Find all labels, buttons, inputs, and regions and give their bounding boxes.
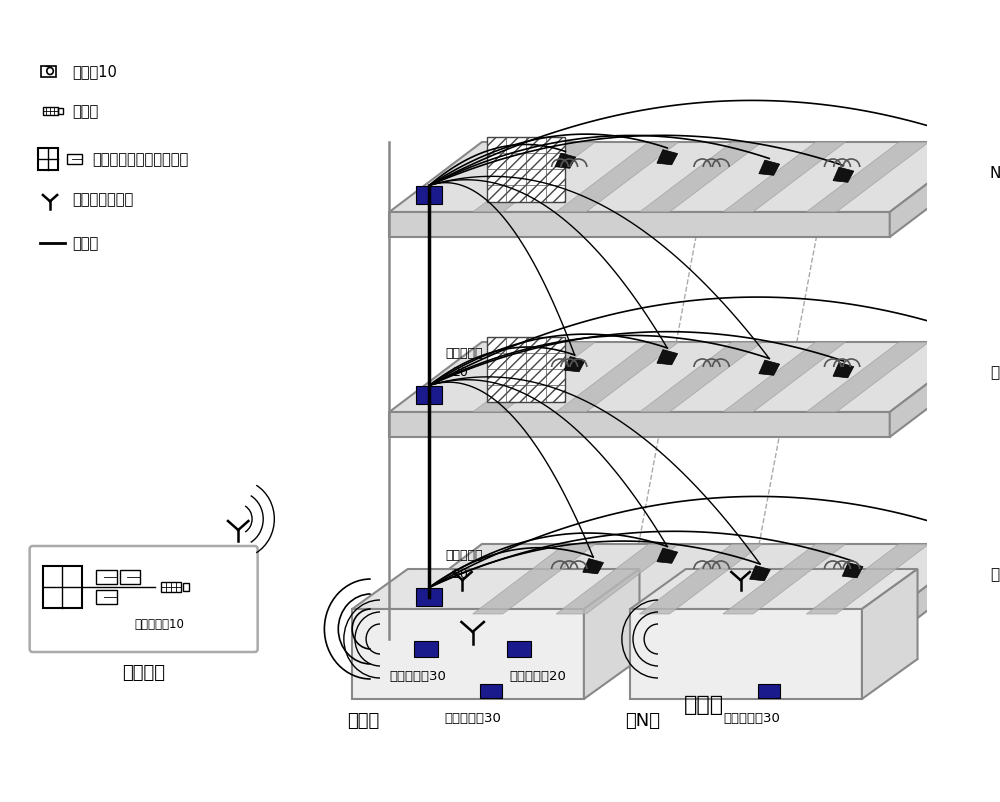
Polygon shape	[806, 545, 929, 614]
Polygon shape	[389, 342, 982, 412]
Text: 数据线: 数据线	[72, 237, 99, 251]
Polygon shape	[657, 350, 678, 366]
Polygon shape	[862, 569, 918, 699]
Polygon shape	[389, 614, 890, 639]
Polygon shape	[389, 545, 982, 614]
Polygon shape	[750, 566, 770, 581]
Text: 第N座: 第N座	[626, 711, 661, 729]
Text: 交换机: 交换机	[72, 104, 99, 119]
Polygon shape	[556, 342, 679, 412]
Polygon shape	[555, 154, 576, 169]
Polygon shape	[723, 143, 846, 213]
Polygon shape	[723, 545, 846, 614]
Polygon shape	[556, 545, 679, 614]
FancyBboxPatch shape	[30, 546, 258, 652]
Polygon shape	[842, 563, 863, 578]
Polygon shape	[639, 342, 762, 412]
Polygon shape	[473, 342, 595, 412]
Polygon shape	[944, 136, 965, 152]
Text: 二层: 二层	[990, 365, 1000, 380]
Text: 第二座: 第二座	[348, 711, 380, 729]
Bar	[507, 642, 531, 657]
Bar	[416, 186, 442, 205]
Polygon shape	[630, 610, 862, 699]
Polygon shape	[630, 569, 918, 610]
Text: 接入交换机: 接入交换机	[446, 549, 483, 561]
Polygon shape	[473, 143, 595, 213]
Polygon shape	[657, 549, 678, 564]
Polygon shape	[657, 151, 678, 165]
Polygon shape	[806, 143, 929, 213]
Polygon shape	[890, 143, 982, 237]
Polygon shape	[389, 213, 890, 237]
Polygon shape	[352, 569, 639, 610]
Bar	[96, 590, 117, 604]
Polygon shape	[564, 357, 585, 372]
Bar	[416, 588, 442, 606]
Polygon shape	[759, 161, 780, 176]
Polygon shape	[833, 363, 854, 379]
Polygon shape	[389, 143, 982, 213]
Polygon shape	[806, 342, 929, 412]
Polygon shape	[583, 559, 604, 574]
Text: 监控中心: 监控中心	[122, 663, 165, 681]
Text: 接入交换机20: 接入交换机20	[510, 669, 567, 683]
Polygon shape	[759, 361, 780, 376]
Text: 核心交换机10: 核心交换机10	[134, 618, 184, 630]
Polygon shape	[556, 143, 679, 213]
Text: 20: 20	[452, 366, 468, 379]
Polygon shape	[723, 342, 846, 412]
Bar	[183, 584, 189, 591]
Text: 第一座: 第一座	[684, 695, 724, 714]
Bar	[480, 684, 502, 698]
Polygon shape	[352, 610, 584, 699]
Bar	[416, 386, 442, 404]
Text: 汇聚交换机30: 汇聚交换机30	[445, 711, 502, 724]
Bar	[120, 570, 140, 585]
Text: 接入交换机: 接入交换机	[446, 347, 483, 360]
Bar	[161, 582, 181, 592]
Polygon shape	[639, 545, 762, 614]
Bar	[67, 155, 82, 164]
Text: 汇聚交换机30: 汇聚交换机30	[389, 669, 446, 683]
Text: N层: N层	[990, 165, 1000, 180]
Polygon shape	[890, 545, 982, 639]
Bar	[758, 684, 780, 698]
Bar	[414, 642, 438, 657]
Polygon shape	[389, 412, 890, 437]
Text: 一层: 一层	[990, 567, 1000, 581]
Bar	[487, 137, 565, 202]
Text: 20: 20	[452, 568, 468, 581]
Polygon shape	[584, 569, 639, 699]
Text: 汇聚交换机30: 汇聚交换机30	[723, 711, 780, 724]
Bar	[487, 337, 565, 402]
Bar	[58, 109, 63, 115]
Bar	[43, 108, 58, 115]
Text: 摄像朱10: 摄像朱10	[72, 64, 117, 79]
Polygon shape	[890, 342, 982, 437]
Polygon shape	[833, 168, 854, 183]
Polygon shape	[639, 143, 762, 213]
Text: 磁盘、显控、管理等设备: 磁盘、显控、管理等设备	[93, 152, 189, 168]
Polygon shape	[949, 333, 970, 348]
Bar	[38, 149, 58, 171]
Bar	[96, 570, 117, 585]
Polygon shape	[473, 545, 595, 614]
Bar	[43, 566, 82, 608]
Polygon shape	[944, 531, 965, 546]
Text: 太赫兹收发设备: 太赫兹收发设备	[72, 192, 134, 207]
